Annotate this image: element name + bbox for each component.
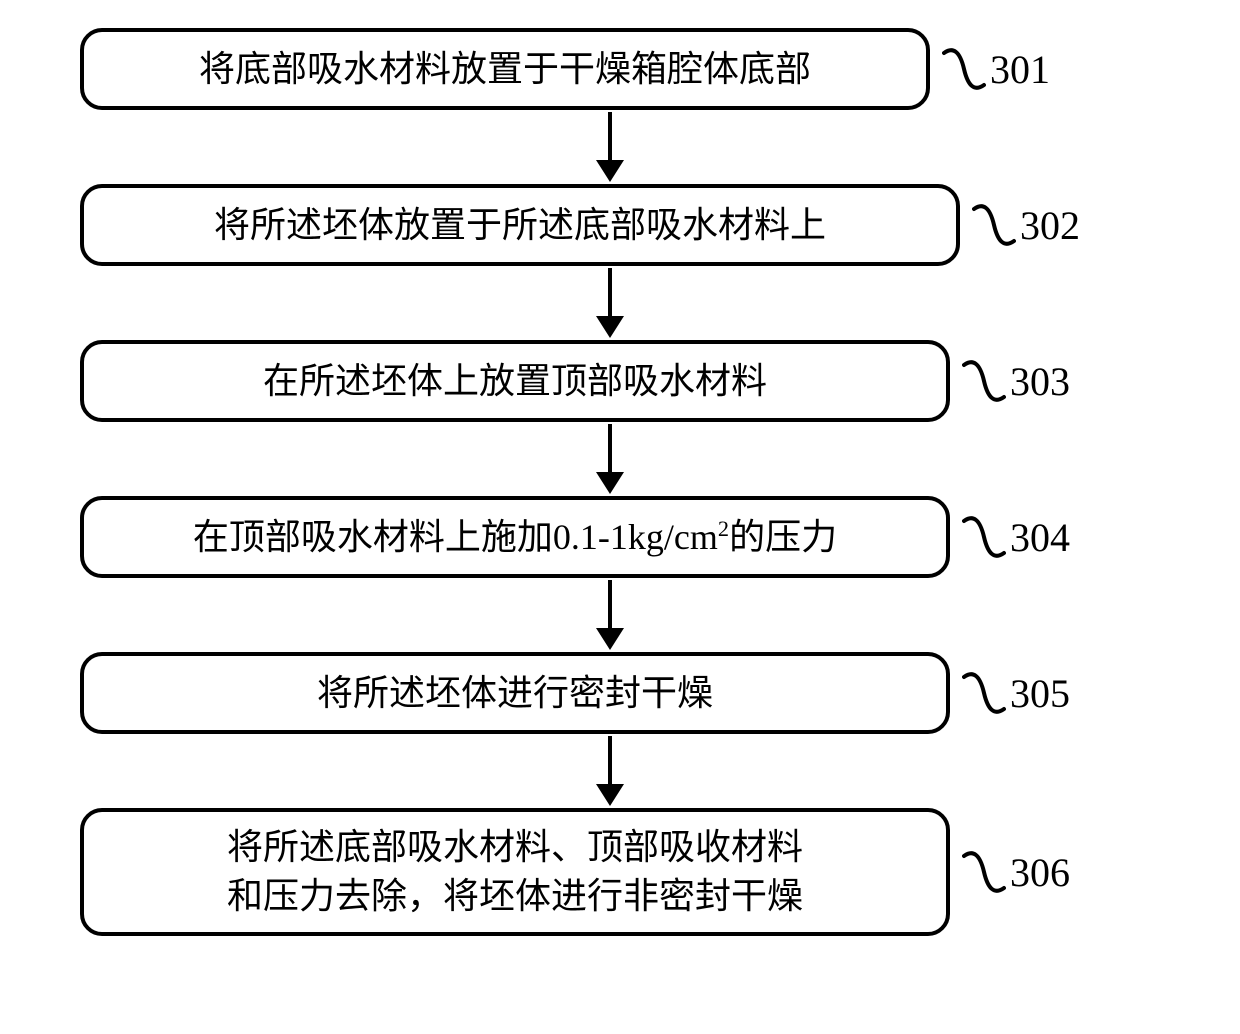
step-text: 在顶部吸水材料上施加0.1-1kg/cm2的压力 [193,513,837,562]
step-row-304: 在顶部吸水材料上施加0.1-1kg/cm2的压力 304 [70,496,1150,578]
arrow-1 [70,110,1150,184]
step-label: 305 [1010,670,1070,717]
flowchart-container: 将底部吸水材料放置于干燥箱腔体底部 301 将所述坯体放置于所述底部吸水材料上 … [70,28,1150,936]
arrow-down-icon [590,266,630,340]
step-label-wrap-304: 304 [962,507,1070,567]
step-box-303: 在所述坯体上放置顶部吸水材料 [80,340,950,422]
step-text: 将所述坯体放置于所述底部吸水材料上 [214,201,826,250]
arrow-down-icon [590,734,630,808]
arrow-4 [70,578,1150,652]
step-box-305: 将所述坯体进行密封干燥 [80,652,950,734]
arrow-3 [70,422,1150,496]
step-row-302: 将所述坯体放置于所述底部吸水材料上 302 [70,184,1150,266]
arrow-5 [70,734,1150,808]
connector-tilde-icon [972,195,1016,255]
step-box-301: 将底部吸水材料放置于干燥箱腔体底部 [80,28,930,110]
step-label-wrap-302: 302 [972,195,1080,255]
connector-tilde-icon [962,351,1006,411]
step-label: 303 [1010,358,1070,405]
step-label: 304 [1010,514,1070,561]
step-text: 在所述坯体上放置顶部吸水材料 [263,357,767,406]
step-row-301: 将底部吸水材料放置于干燥箱腔体底部 301 [70,28,1150,110]
step-label: 301 [990,46,1050,93]
step-text: 将所述底部吸水材料、顶部吸收材料 和压力去除，将坯体进行非密封干燥 [227,823,803,920]
connector-tilde-icon [962,663,1006,723]
step-box-304: 在顶部吸水材料上施加0.1-1kg/cm2的压力 [80,496,950,578]
arrow-2 [70,266,1150,340]
step-text: 将所述坯体进行密封干燥 [317,669,713,718]
step-label-wrap-305: 305 [962,663,1070,723]
step-box-302: 将所述坯体放置于所述底部吸水材料上 [80,184,960,266]
step-text: 将底部吸水材料放置于干燥箱腔体底部 [199,45,811,94]
step-label-wrap-301: 301 [942,39,1050,99]
arrow-down-icon [590,422,630,496]
step-row-306: 将所述底部吸水材料、顶部吸收材料 和压力去除，将坯体进行非密封干燥 306 [70,808,1150,936]
connector-tilde-icon [962,842,1006,902]
connector-tilde-icon [942,39,986,99]
arrow-down-icon [590,110,630,184]
arrow-down-icon [590,578,630,652]
step-label-wrap-303: 303 [962,351,1070,411]
step-label-wrap-306: 306 [962,842,1070,902]
step-label: 306 [1010,849,1070,896]
step-row-303: 在所述坯体上放置顶部吸水材料 303 [70,340,1150,422]
connector-tilde-icon [962,507,1006,567]
step-box-306: 将所述底部吸水材料、顶部吸收材料 和压力去除，将坯体进行非密封干燥 [80,808,950,936]
step-label: 302 [1020,202,1080,249]
step-row-305: 将所述坯体进行密封干燥 305 [70,652,1150,734]
